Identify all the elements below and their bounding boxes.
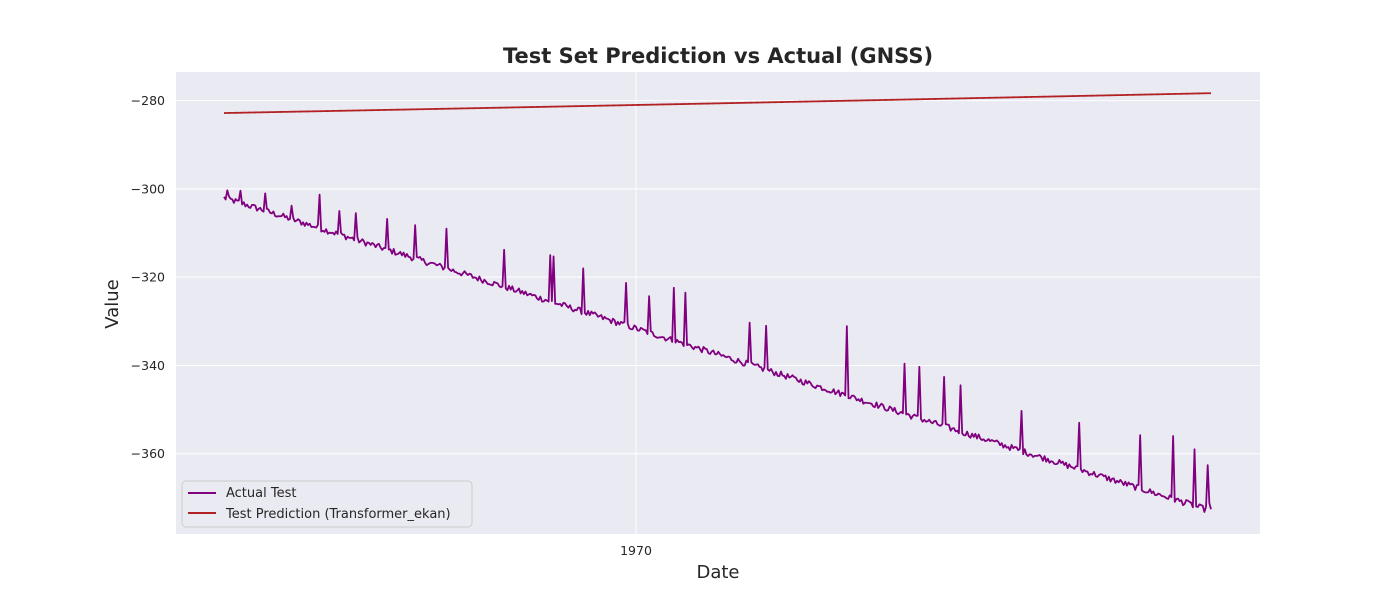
series-line-prediction (223, 92, 1212, 114)
y-tick-label: −300 (131, 181, 165, 196)
grid (176, 72, 1260, 534)
y-tick-label: −320 (131, 270, 165, 285)
x-axis-label: Date (696, 562, 739, 583)
legend: Actual Test Test Prediction (Transformer… (181, 480, 473, 528)
legend-box (181, 480, 473, 528)
y-axis-ticks: −280 −300 −320 −340 −360 (131, 93, 165, 461)
legend-label-prediction: Test Prediction (Transformer_ekan) (225, 507, 451, 522)
x-axis-ticks: 1970 (620, 543, 652, 558)
legend-label-actual: Actual Test (226, 486, 296, 501)
plot-area (176, 72, 1260, 534)
y-tick-label: −340 (131, 358, 165, 373)
series-line-actual (223, 189, 1212, 513)
y-axis-label: Value (102, 279, 123, 328)
series-layer (223, 92, 1212, 513)
chart-title: Test Set Prediction vs Actual (GNSS) (503, 44, 933, 68)
x-tick-label: 1970 (620, 543, 652, 558)
y-tick-label: −280 (131, 93, 165, 108)
y-tick-label: −360 (131, 446, 165, 461)
